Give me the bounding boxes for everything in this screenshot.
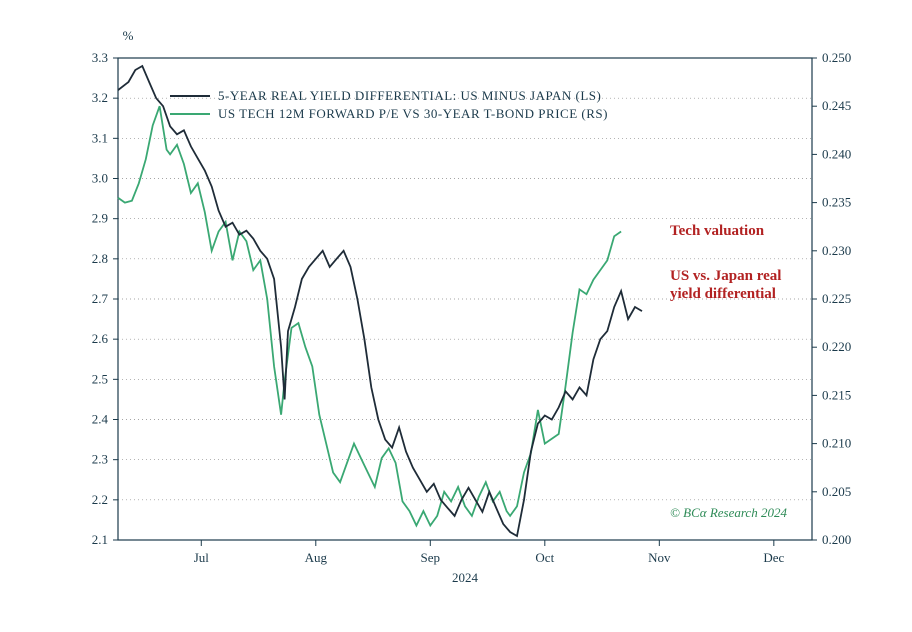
y-left-tick: 2.4: [92, 412, 109, 427]
y-left-tick: 3.0: [92, 171, 108, 186]
x-month-tick: Dec: [763, 550, 784, 565]
y-left-unit: %: [123, 28, 134, 43]
y-right-tick: 0.220: [822, 339, 851, 354]
x-month-tick: Aug: [305, 550, 328, 565]
y-right-tick: 0.205: [822, 484, 851, 499]
y-left-tick: 2.6: [92, 331, 109, 346]
line-chart: 2.1 2.2 2.3 2.4 2.5 2.6 2.7 2.8 2.9 3.0 3.1 3.2 3.3%…: [0, 0, 912, 632]
y-right-tick: 0.240: [822, 146, 851, 161]
y-right-tick: 0.225: [822, 291, 851, 306]
y-left-tick: 2.9: [92, 211, 108, 226]
y-right-tick: 0.200: [822, 532, 851, 547]
y-right-tick: 0.210: [822, 436, 851, 451]
chart-container: 2.1 2.2 2.3 2.4 2.5 2.6 2.7 2.8 2.9 3.0 3.1 3.2 3.3%…: [0, 0, 912, 632]
y-left-tick: 2.7: [92, 291, 109, 306]
y-left-tick: 3.3: [92, 50, 108, 65]
x-month-tick: Jul: [194, 550, 210, 565]
y-left-tick: 3.1: [92, 130, 108, 145]
series-tech-valuation: [118, 106, 621, 525]
chart-annotation: yield differential: [670, 286, 776, 302]
y-left-tick: 2.2: [92, 492, 108, 507]
copyright-text: © BCα Research 2024: [670, 505, 787, 520]
y-left-tick: 2.5: [92, 371, 108, 386]
y-right-tick: 0.215: [822, 387, 851, 402]
legend-label: 5-YEAR REAL YIELD DIFFERENTIAL: US MINUS…: [218, 88, 601, 103]
x-year-label: 2024: [452, 570, 479, 585]
y-right-tick: 0.230: [822, 243, 851, 258]
x-month-tick: Sep: [421, 550, 441, 565]
chart-annotation: Tech valuation: [670, 223, 765, 239]
y-right-tick: 0.245: [822, 98, 851, 113]
y-left-tick: 2.1: [92, 532, 108, 547]
legend-label: US TECH 12M FORWARD P/E VS 30-YEAR T-BON…: [218, 106, 608, 121]
y-left-tick: 3.2: [92, 90, 108, 105]
chart-annotation: US vs. Japan real: [670, 268, 781, 284]
y-left-tick: 2.8: [92, 251, 108, 266]
x-month-tick: Nov: [648, 550, 671, 565]
x-month-tick: Oct: [535, 550, 554, 565]
y-right-tick: 0.250: [822, 50, 851, 65]
y-left-tick: 2.3: [92, 452, 108, 467]
y-right-tick: 0.235: [822, 195, 851, 210]
